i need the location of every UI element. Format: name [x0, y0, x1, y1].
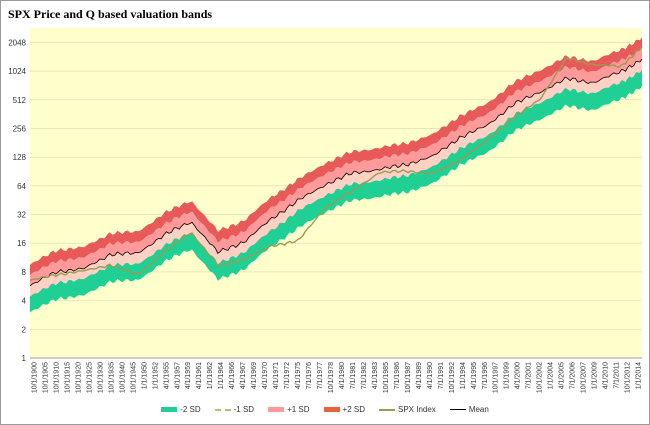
y-tick-label: 1024 — [8, 67, 26, 76]
legend-swatch-minus2sd — [161, 407, 178, 412]
legend-label-mean: Mean — [468, 405, 489, 414]
chart-title: SPX Price and Q based valuation bands — [8, 7, 213, 21]
y-tick-label: 256 — [13, 124, 27, 133]
legend-swatch-mean — [449, 409, 466, 410]
y-tick-label: 2 — [22, 325, 27, 334]
x-tick-label: 7/1/1991 — [438, 362, 445, 389]
band-plus1sd — [30, 48, 642, 286]
x-tick-label: 7/1/2006 — [570, 362, 577, 389]
x-tick-label: 4/1/1990 — [427, 362, 434, 389]
x-tick-label: 4/1/1989 — [416, 362, 423, 389]
x-tick-label: 10/1/1935 — [108, 362, 115, 393]
legend-label-spx: SPX Index — [398, 405, 436, 414]
legend-item-spx: SPX Index — [379, 405, 436, 414]
y-tick-label: 512 — [13, 96, 27, 105]
x-tick-label: 7/1/1996 — [482, 362, 489, 389]
x-tick-label: 10/1/1940 — [119, 362, 126, 393]
x-tick-label: 4/1/1995 — [471, 362, 478, 389]
legend-swatch-plus1sd — [268, 407, 285, 412]
x-tick-label: 10/1/1915 — [64, 362, 71, 393]
legend-swatch-spx — [379, 408, 395, 411]
legend-item-plus2sd: +2 SD — [323, 405, 365, 414]
band-minus1sd — [30, 59, 642, 297]
x-tick-label: 4/1/1957 — [174, 362, 181, 389]
x-tick-label: 7/1/2011 — [614, 362, 621, 389]
x-tick-label: 4/1/2005 — [559, 362, 566, 389]
x-tick-label: 1/1/1962 — [207, 362, 214, 389]
x-tick-label: 10/1/2012 — [625, 362, 632, 393]
x-tick-label: 1/1/1952 — [152, 362, 159, 389]
x-tick-label: 10/1/1920 — [75, 362, 82, 393]
x-tick-label: 10/1/1978 — [328, 362, 335, 393]
x-tick-label: 1/1/1964 — [218, 362, 225, 389]
legend-label-plus2sd: +2 SD — [342, 405, 365, 414]
x-tick-label: 4/1/1966 — [229, 362, 236, 389]
x-tick-label: 4/1/1971 — [273, 362, 280, 389]
band-minus2sd — [30, 69, 642, 313]
x-tick-label: 4/1/2010 — [603, 362, 610, 389]
x-tick-label: 4/1/1961 — [196, 362, 203, 389]
y-tick-label: 64 — [17, 182, 26, 191]
x-tick-label: 1/1/2014 — [636, 362, 643, 389]
x-tick-label: 10/1/1997 — [493, 362, 500, 393]
x-tick-label: 4/1/1983 — [372, 362, 379, 389]
x-tick-label: 4/1/1959 — [185, 362, 192, 389]
chart-legend: -2 SD -1 SD +1 SD +2 SD SPX Index Mean — [0, 405, 650, 414]
x-tick-label: 10/1/1925 — [86, 362, 93, 393]
x-tick-label: 7/1/1982 — [361, 362, 368, 389]
x-tick-label: 10/1/2007 — [581, 362, 588, 393]
x-tick-label: 4/1/1969 — [251, 362, 258, 389]
x-tick-label: 7/1/1986 — [394, 362, 401, 389]
x-tick-label: 10/1/1945 — [130, 362, 137, 393]
legend-item-minus2sd: -2 SD — [161, 405, 201, 414]
legend-label-minus1sd: -1 SD — [233, 405, 255, 414]
x-tick-label: 4/1/1955 — [163, 362, 170, 389]
legend-swatch-plus2sd — [323, 407, 340, 412]
x-tick-label: 4/1/1975 — [295, 362, 302, 389]
y-tick-label: 1 — [22, 354, 27, 363]
valuation-bands — [30, 37, 642, 313]
y-tick-label: 2048 — [8, 38, 26, 47]
x-tick-label: 7/1/1981 — [350, 362, 357, 389]
legend-item-mean: Mean — [449, 405, 489, 414]
x-tick-label: 4/1/1970 — [262, 362, 269, 389]
x-tick-label: 7/1/2001 — [526, 362, 533, 389]
series-lines — [29, 46, 643, 287]
x-tick-label: 10/1/1987 — [405, 362, 412, 393]
y-tick-label: 16 — [17, 239, 26, 248]
legend-swatch-minus1sd — [214, 408, 231, 411]
y-tick-label: 8 — [22, 268, 27, 277]
x-tick-label: 10/1/1905 — [42, 362, 49, 393]
x-tick-label: 1/1/2009 — [592, 362, 599, 389]
band-plus2sd — [30, 37, 642, 276]
y-tick-label: 128 — [13, 153, 27, 162]
x-tick-label: 1/1/2004 — [548, 362, 555, 389]
y-tick-label: 32 — [17, 211, 26, 220]
x-tick-label: 7/1/1972 — [284, 362, 291, 389]
x-tick-label: 4/1/2000 — [515, 362, 522, 389]
x-tick-label: 10/1/1930 — [97, 362, 104, 393]
x-tick-label: 1/1/1999 — [504, 362, 511, 389]
line-spx-index — [29, 46, 643, 282]
x-tick-label: 10/1/1900 — [32, 362, 39, 393]
x-tick-label: 4/1/1967 — [240, 362, 247, 389]
x-axis-ticks: 10/1/1900 10/1/1905 10/1/1910 10/1/1915 10/1… — [32, 362, 643, 393]
line-mean — [29, 58, 643, 287]
x-tick-label: 1/1/1994 — [460, 362, 467, 389]
x-tick-label: 10/1/2002 — [537, 362, 544, 393]
x-tick-label: 10/1/1910 — [53, 362, 60, 393]
legend-item-plus1sd: +1 SD — [268, 405, 310, 414]
y-tick-label: 4 — [22, 297, 27, 306]
legend-label-minus2sd: -2 SD — [180, 405, 201, 414]
legend-label-plus1sd: +1 SD — [287, 405, 310, 414]
legend-item-minus1sd: -1 SD — [214, 405, 255, 414]
x-tick-label: 10/1/1985 — [383, 362, 390, 393]
x-tick-label: 7/1/1976 — [306, 362, 313, 389]
x-tick-label: 1/1/1950 — [141, 362, 148, 389]
x-tick-label: 10/1/1992 — [449, 362, 456, 393]
x-tick-label: 7/1/1977 — [317, 362, 324, 389]
x-tick-label: 4/1/1980 — [339, 362, 346, 389]
y-axis-ticks: 1 2 4 8 16 32 64 128 256 512 1024 2048 — [8, 38, 26, 363]
